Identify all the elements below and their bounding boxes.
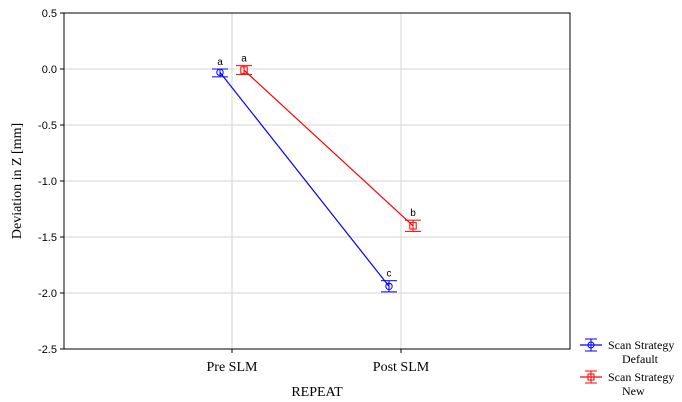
legend-marker xyxy=(587,373,595,381)
legend-label-line-2: New xyxy=(622,384,645,398)
y-tick-label: -1.0 xyxy=(38,176,57,188)
legend-label-line-1: Scan Strategy xyxy=(608,370,674,384)
y-tick-label: -2.0 xyxy=(38,288,57,300)
y-tick-label: -2.5 xyxy=(38,344,57,356)
data-point xyxy=(216,68,224,77)
x-axis: Pre SLM Post SLM xyxy=(207,349,430,375)
data-label: a xyxy=(217,57,223,68)
y-tick-label: 0.5 xyxy=(42,8,57,20)
x-tick-label: Pre SLM xyxy=(207,360,259,375)
series-line xyxy=(243,69,414,227)
data-label: b xyxy=(410,208,416,219)
series-1: ac xyxy=(212,57,397,293)
grid-lines xyxy=(64,12,570,350)
data-label: c xyxy=(387,269,392,280)
data-point xyxy=(385,282,393,290)
legend-label-line-2: Default xyxy=(622,352,659,366)
x-axis-label: REPEAT xyxy=(291,385,343,400)
data-point xyxy=(409,222,417,230)
y-tick-label: 0.0 xyxy=(42,64,57,76)
data-point xyxy=(240,66,248,74)
data-label: a xyxy=(241,54,247,65)
series-line xyxy=(219,71,390,287)
y-axis: 0.5 0.0 -0.5 -1.0 -1.5 -2.0 -2.5 xyxy=(38,8,64,356)
y-tick-label: -0.5 xyxy=(38,120,57,132)
series-2: ab xyxy=(236,54,421,232)
y-tick-label: -1.5 xyxy=(38,232,57,244)
y-axis-label: Deviation in Z [mm] xyxy=(10,123,25,239)
legend-marker xyxy=(587,341,595,349)
x-tick-label: Post SLM xyxy=(373,360,430,375)
legend-label-line-1: Scan Strategy xyxy=(608,338,674,352)
